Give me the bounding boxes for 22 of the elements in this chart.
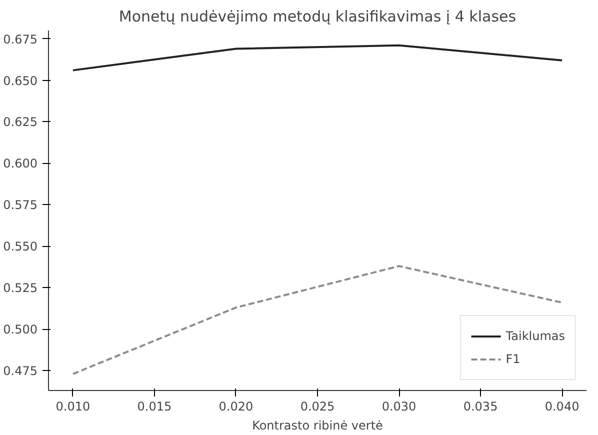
y-tick-label: 0.525 [3, 281, 38, 296]
y-tick-label: 0.650 [3, 74, 38, 88]
x-tick-label: 0.010 [56, 400, 90, 414]
x-tick-label: 0.030 [382, 400, 416, 414]
x-tick-label: 0.015 [137, 400, 172, 414]
y-tick-label: 0.550 [3, 240, 38, 254]
y-tick-label: 0.575 [3, 198, 38, 212]
x-tick-label: 0.025 [300, 400, 335, 414]
y-tick-label: 0.475 [3, 364, 38, 378]
legend-label: F1 [506, 352, 522, 366]
y-tick-label: 0.600 [3, 156, 38, 171]
y-tick-label: 0.675 [3, 32, 38, 46]
y-tick-label: 0.625 [3, 115, 38, 130]
chart-title: Monetų nudėvėjimo metodų klasifikavimas į 4 klases [118, 8, 516, 26]
line-series [72, 44, 564, 72]
x-tick-label: 0.020 [218, 400, 254, 414]
x-tick-label: 0.040 [544, 400, 580, 414]
x-axis-title: Kontrasto ribinė vertė [252, 418, 383, 432]
line-series [72, 265, 564, 375]
legend-label: Taiklumas [506, 329, 565, 343]
x-tick-label: 0.035 [463, 400, 498, 414]
y-tick-label: 0.500 [3, 322, 38, 337]
